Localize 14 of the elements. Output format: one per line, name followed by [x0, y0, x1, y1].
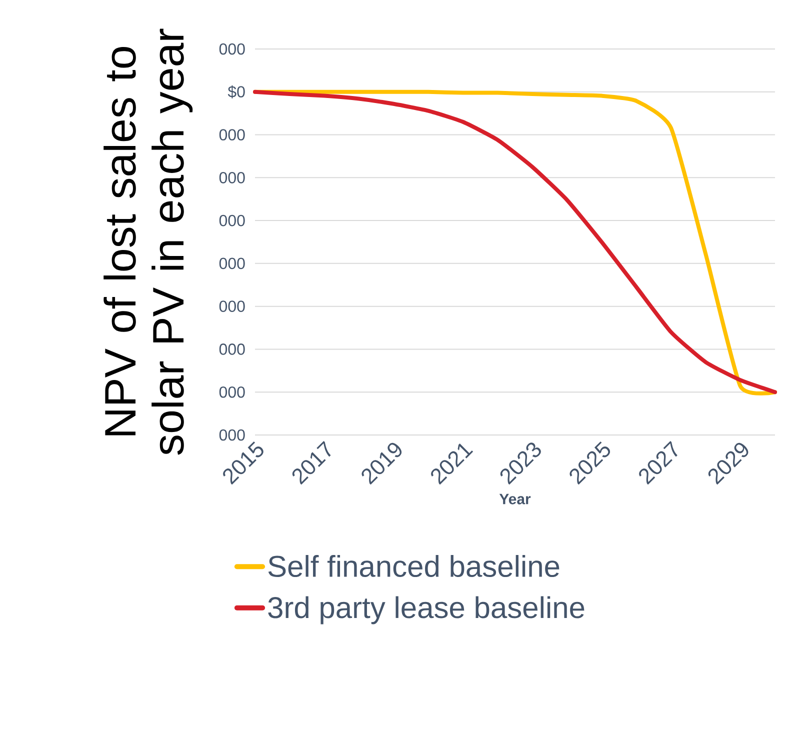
text: 000: [219, 386, 245, 398]
y-axis-title: NPV of lost sales to solar PV in each year: [104, 28, 193, 455]
text: 000: [219, 258, 245, 270]
text: 000: [219, 300, 245, 312]
text: 000: [219, 43, 245, 55]
legend-label: 3rd party lease baseline: [268, 596, 584, 624]
x-axis-title: Year: [499, 494, 531, 504]
text: $0: [228, 85, 245, 98]
legend-label: Self financed baseline: [268, 554, 560, 578]
text: 000: [219, 214, 245, 226]
text: 000: [219, 172, 245, 184]
text: 000: [219, 344, 245, 355]
text: 000: [219, 129, 245, 140]
text: 000: [219, 429, 245, 441]
